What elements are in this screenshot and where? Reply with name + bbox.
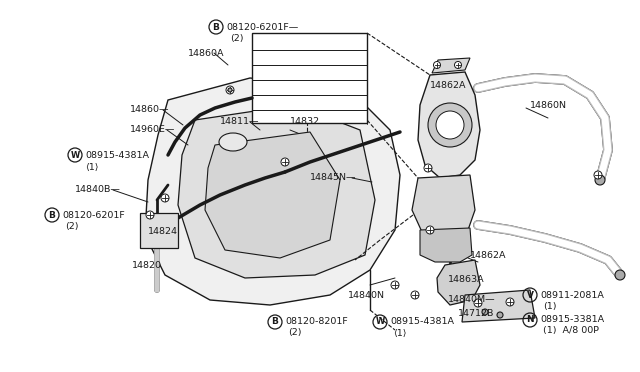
Text: 14840N: 14840N	[348, 291, 385, 299]
Text: 08911-2081A: 08911-2081A	[540, 291, 604, 299]
Circle shape	[424, 164, 432, 172]
Polygon shape	[418, 72, 480, 178]
Text: N: N	[526, 315, 534, 324]
Circle shape	[228, 88, 232, 92]
Circle shape	[436, 111, 464, 139]
Polygon shape	[178, 105, 375, 278]
Ellipse shape	[219, 133, 247, 151]
Polygon shape	[145, 78, 400, 305]
Circle shape	[226, 86, 234, 94]
Text: B: B	[49, 211, 56, 219]
Text: (1): (1)	[543, 301, 557, 311]
Text: 14862A: 14862A	[470, 250, 506, 260]
Text: 08120-6201F: 08120-6201F	[62, 211, 125, 219]
Text: W: W	[376, 317, 385, 327]
Circle shape	[146, 211, 154, 219]
Text: 08915-4381A: 08915-4381A	[390, 317, 454, 327]
Circle shape	[433, 61, 440, 68]
Circle shape	[426, 226, 434, 234]
Polygon shape	[462, 290, 535, 322]
Text: 14820: 14820	[132, 260, 162, 269]
Text: W: W	[70, 151, 79, 160]
Text: ⟨1⟩: ⟨1⟩	[85, 163, 99, 171]
Circle shape	[391, 281, 399, 289]
Circle shape	[281, 158, 289, 166]
Text: 14860A: 14860A	[188, 48, 225, 58]
Circle shape	[482, 309, 488, 315]
Text: 14712B: 14712B	[458, 310, 494, 318]
Text: 14845N—: 14845N—	[310, 173, 356, 183]
Circle shape	[595, 175, 605, 185]
Circle shape	[474, 299, 482, 307]
Text: 14862A: 14862A	[430, 80, 467, 90]
Text: 14832: 14832	[290, 118, 320, 126]
Text: (2): (2)	[65, 221, 79, 231]
Text: 08915-4381A: 08915-4381A	[85, 151, 149, 160]
Circle shape	[411, 291, 419, 299]
Bar	[140, 213, 178, 248]
Circle shape	[497, 312, 503, 318]
Polygon shape	[437, 260, 480, 305]
Text: 14840M—: 14840M—	[448, 295, 495, 305]
Text: ⟨1⟩: ⟨1⟩	[393, 328, 406, 337]
Text: 08120-6201F—: 08120-6201F—	[226, 22, 298, 32]
Circle shape	[161, 194, 169, 202]
Text: 08915-3381A: 08915-3381A	[540, 315, 604, 324]
Text: 14860—: 14860—	[130, 106, 170, 115]
Circle shape	[615, 270, 625, 280]
Polygon shape	[432, 58, 470, 73]
Circle shape	[454, 61, 461, 68]
Text: 08120-8201F: 08120-8201F	[285, 317, 348, 327]
Circle shape	[506, 298, 514, 306]
Text: B: B	[212, 22, 220, 32]
Circle shape	[428, 103, 472, 147]
Text: V: V	[527, 291, 534, 299]
Text: 14811—: 14811—	[220, 118, 259, 126]
Polygon shape	[205, 132, 340, 258]
Polygon shape	[420, 228, 472, 262]
Text: (2): (2)	[288, 328, 301, 337]
Text: 14960E—: 14960E—	[130, 125, 175, 135]
Bar	[252, 33, 367, 123]
Text: 14860N: 14860N	[530, 100, 567, 109]
Polygon shape	[412, 175, 475, 238]
Text: 14824: 14824	[148, 228, 178, 237]
Text: (2): (2)	[230, 33, 243, 42]
Text: 14863A: 14863A	[448, 276, 484, 285]
Text: B: B	[271, 317, 278, 327]
Text: (1)  A/8 00P: (1) A/8 00P	[543, 327, 599, 336]
Text: 14840B—: 14840B—	[75, 186, 121, 195]
Circle shape	[594, 171, 602, 179]
